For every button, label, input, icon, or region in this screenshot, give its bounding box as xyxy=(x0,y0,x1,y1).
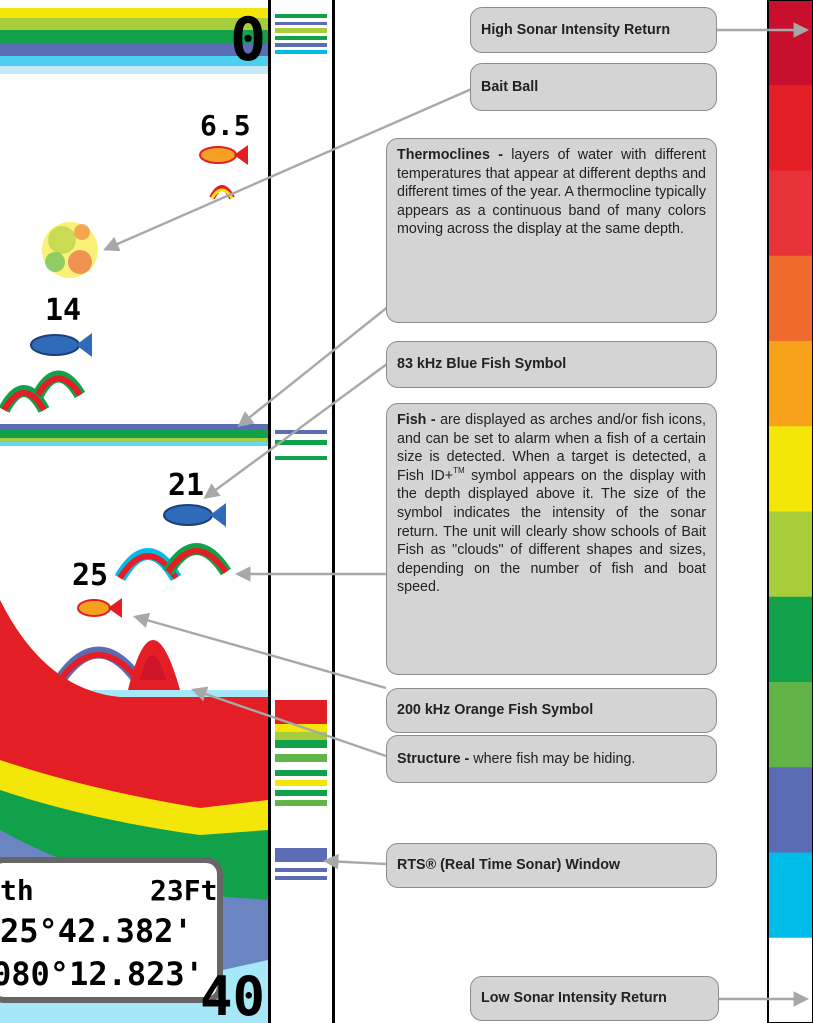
intensity-scale-swatch xyxy=(768,170,813,257)
callout-rts-window: RTS ® (Real Time Sonar) Window xyxy=(386,843,717,888)
orange-fish-icon xyxy=(199,145,248,165)
intensity-scale-swatch xyxy=(768,0,813,86)
callout-fish-title: Fish - xyxy=(397,412,436,428)
thermocline-band xyxy=(0,424,268,446)
callout-high-intensity: High Sonar Intensity Return xyxy=(470,7,717,53)
depth-label: th xyxy=(0,874,34,907)
info-box: th 23Ft 25°42.382' 080°12.823' xyxy=(0,857,223,1003)
fish-arches-upper xyxy=(0,370,86,413)
intensity-scale-swatch xyxy=(768,767,813,853)
orange-fish-icon xyxy=(77,598,122,618)
blue-fish-icon xyxy=(163,503,226,527)
depth-scale-bottom: 40 xyxy=(200,965,265,1023)
intensity-scale-swatch xyxy=(768,937,813,1023)
callout-structure-text: where fish may be hiding. xyxy=(473,750,636,767)
depth-scale-top: 0 xyxy=(230,5,266,75)
callout-blue-fish-title: 83 kHz Blue Fish Symbol xyxy=(397,356,567,373)
registered-mark: ® xyxy=(425,857,437,874)
arrow-structure xyxy=(191,686,387,758)
callout-blue-fish: 83 kHz Blue Fish Symbol xyxy=(386,341,717,388)
rts-divider xyxy=(332,0,335,1023)
callout-fish: Fish - are displayed as arches and/or fi… xyxy=(386,403,717,675)
callout-arrows xyxy=(103,22,810,1007)
callout-thermoclines: Thermoclines - layers of water with diff… xyxy=(386,138,717,323)
callout-orange-fish: 200 kHz Orange Fish Symbol xyxy=(386,688,717,733)
fish-depth-label: 25 xyxy=(72,558,108,593)
callout-low-intensity-title: Low Sonar Intensity Return xyxy=(481,990,667,1007)
fish-arch-lower xyxy=(55,646,143,684)
surface-clutter xyxy=(0,8,268,74)
callout-bait-ball-title: Bait Ball xyxy=(481,78,539,95)
fish-depth-label: 14 xyxy=(45,293,81,328)
callout-low-intensity: Low Sonar Intensity Return xyxy=(470,976,719,1021)
intensity-scale-swatch xyxy=(768,255,813,342)
arrow-blue-fish xyxy=(203,363,388,499)
bait-ball xyxy=(42,222,98,278)
trademark-mark: TM xyxy=(453,465,465,475)
depth-value: 23Ft xyxy=(150,874,217,907)
callout-thermoclines-text: layers of water with different temperatu… xyxy=(397,147,707,238)
intensity-scale-swatch xyxy=(768,511,813,598)
intensity-scale-swatch xyxy=(768,682,813,768)
arrow-orange-fish xyxy=(132,612,387,690)
blue-fish-icon xyxy=(30,333,92,357)
fish-depth-label: 6.5 xyxy=(200,109,251,142)
intensity-scale-swatch xyxy=(768,341,813,427)
callout-bait-ball: Bait Ball xyxy=(470,63,717,111)
rts-window xyxy=(271,0,332,1023)
intensity-scale-swatch xyxy=(768,426,813,512)
intensity-scale-swatch xyxy=(768,852,813,939)
arrow-bait-ball xyxy=(103,82,484,252)
intensity-color-scale xyxy=(768,0,813,1023)
intensity-scale-frame xyxy=(767,0,813,1023)
fish-depth-label: 21 xyxy=(168,468,204,503)
callout-structure: Structure - where fish may be hiding. xyxy=(386,735,717,783)
callout-rts-title-after: (Real Time Sonar) Window xyxy=(436,857,621,874)
display-divider xyxy=(268,0,271,1023)
sonar-display: 0 6.5 14 xyxy=(0,0,335,1023)
longitude-value: 080°12.823' xyxy=(0,955,204,993)
latitude-value: 25°42.382' xyxy=(0,912,193,950)
fish-arches-middle xyxy=(114,543,232,582)
callout-orange-fish-title: 200 kHz Orange Fish Symbol xyxy=(397,702,594,719)
structure-pile xyxy=(128,640,180,690)
callout-rts-title-before: RTS xyxy=(397,857,426,874)
intensity-scale-swatch xyxy=(768,85,813,171)
callout-high-intensity-title: High Sonar Intensity Return xyxy=(481,21,671,38)
arrow-thermoclines xyxy=(237,301,395,427)
callout-fish-text-before: are displayed as arches and/or fish icon… xyxy=(397,412,706,484)
callout-fish-text-after: symbol appears on the display with the d… xyxy=(397,467,706,596)
callout-structure-title: Structure - xyxy=(397,750,470,767)
callout-thermoclines-title: Thermoclines - xyxy=(397,147,503,163)
arrow-rts-window xyxy=(322,853,387,870)
intensity-scale-swatch xyxy=(768,596,813,683)
